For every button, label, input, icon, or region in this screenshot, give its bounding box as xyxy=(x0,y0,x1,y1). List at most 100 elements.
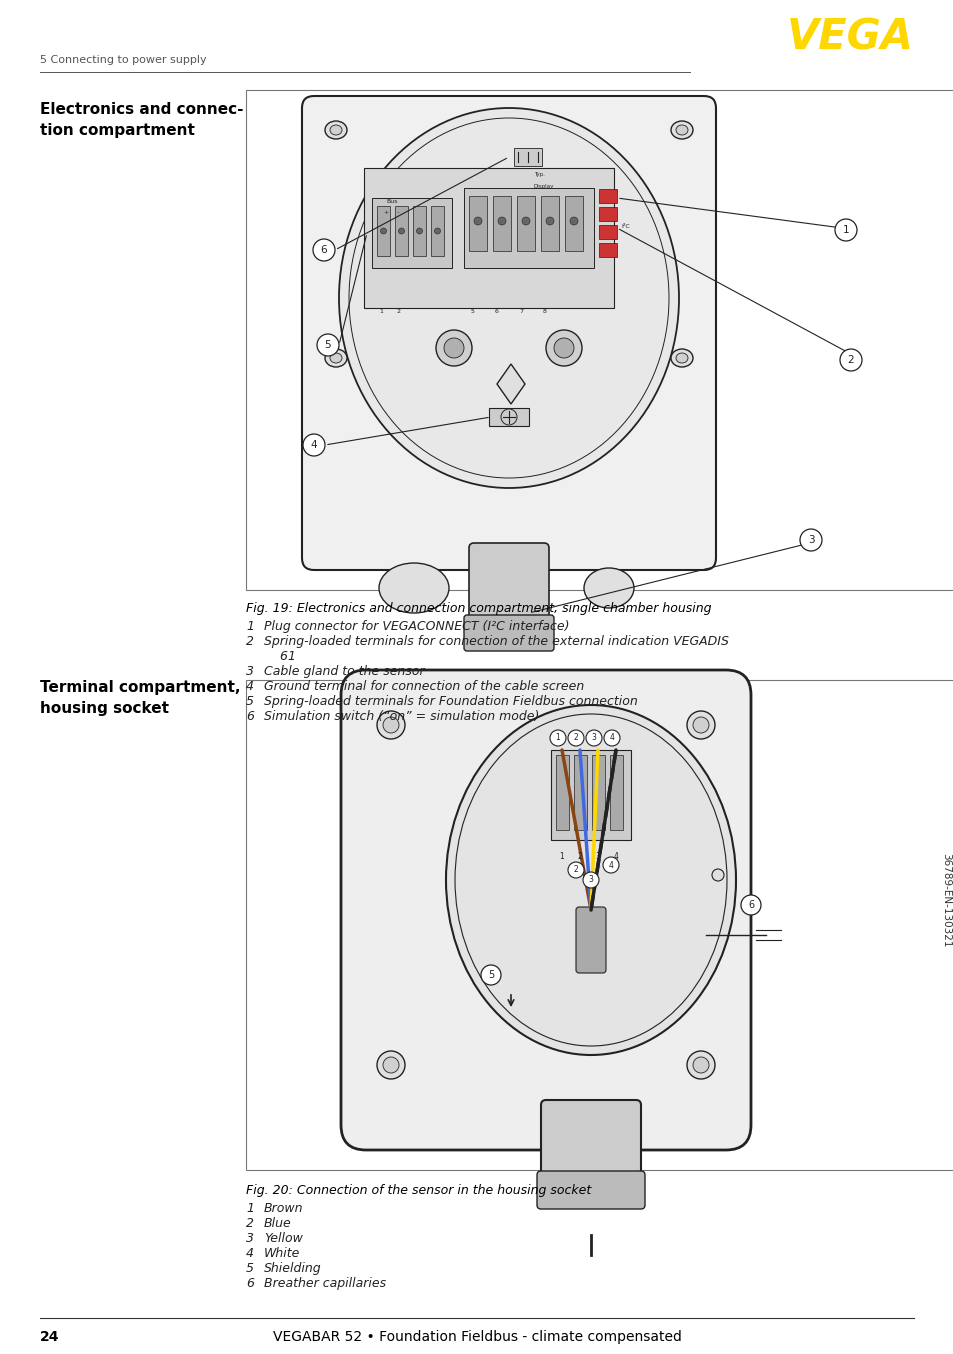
Ellipse shape xyxy=(378,563,449,613)
Text: 3: 3 xyxy=(591,734,596,742)
Bar xyxy=(493,196,511,250)
Bar xyxy=(598,190,617,203)
Circle shape xyxy=(500,409,517,425)
Bar xyxy=(489,408,529,427)
Text: 36789-EN-130321: 36789-EN-130321 xyxy=(940,853,950,948)
Bar xyxy=(463,188,594,268)
Circle shape xyxy=(692,718,708,733)
Text: 4: 4 xyxy=(609,734,614,742)
Text: 6: 6 xyxy=(495,309,498,314)
FancyBboxPatch shape xyxy=(576,907,605,974)
Bar xyxy=(246,89,953,590)
Text: 3: 3 xyxy=(595,852,599,861)
Ellipse shape xyxy=(338,108,679,487)
Text: +    -: + - xyxy=(384,210,399,215)
Ellipse shape xyxy=(676,353,687,363)
Bar xyxy=(551,750,630,839)
Text: Terminal compartment,
housing socket: Terminal compartment, housing socket xyxy=(40,680,240,716)
Text: 3: 3 xyxy=(807,535,814,546)
Text: VEGA: VEGA xyxy=(786,18,913,60)
Text: Breather capillaries: Breather capillaries xyxy=(264,1277,386,1290)
Ellipse shape xyxy=(583,567,634,608)
Circle shape xyxy=(436,330,472,366)
Circle shape xyxy=(480,965,500,984)
Text: 2: 2 xyxy=(396,309,400,314)
Text: 2: 2 xyxy=(246,635,253,649)
FancyBboxPatch shape xyxy=(469,543,548,634)
Text: Plug connector for VEGACONNECT (I²C interface): Plug connector for VEGACONNECT (I²C inte… xyxy=(264,620,569,634)
Circle shape xyxy=(740,895,760,915)
Bar xyxy=(376,206,390,256)
Circle shape xyxy=(416,227,422,234)
Text: Bus: Bus xyxy=(386,199,397,204)
Text: 7: 7 xyxy=(518,309,522,314)
Bar xyxy=(413,206,426,256)
Text: 4: 4 xyxy=(246,1247,253,1261)
Text: 1: 1 xyxy=(378,309,382,314)
Text: Display: Display xyxy=(534,184,554,190)
Text: 1: 1 xyxy=(841,225,848,236)
Text: Brown: Brown xyxy=(264,1202,303,1215)
Bar xyxy=(372,198,452,268)
Text: Yellow: Yellow xyxy=(264,1232,302,1244)
Bar xyxy=(609,756,622,830)
Circle shape xyxy=(692,1057,708,1072)
Circle shape xyxy=(567,730,583,746)
FancyBboxPatch shape xyxy=(537,1171,644,1209)
Circle shape xyxy=(382,718,398,733)
Circle shape xyxy=(567,862,583,877)
Circle shape xyxy=(686,711,714,739)
Circle shape xyxy=(376,1051,405,1079)
Circle shape xyxy=(545,330,581,366)
Text: 2: 2 xyxy=(246,1217,253,1229)
Circle shape xyxy=(582,872,598,888)
Text: Blue: Blue xyxy=(264,1217,292,1229)
Circle shape xyxy=(834,219,856,241)
Circle shape xyxy=(382,1057,398,1072)
Circle shape xyxy=(545,217,554,225)
Text: White: White xyxy=(264,1247,300,1261)
Bar xyxy=(514,148,541,167)
Text: Cable gland to the sensor: Cable gland to the sensor xyxy=(264,665,424,678)
Circle shape xyxy=(686,1051,714,1079)
Text: 5 Connecting to power supply: 5 Connecting to power supply xyxy=(40,56,207,65)
Circle shape xyxy=(316,334,338,356)
Circle shape xyxy=(376,711,405,739)
Circle shape xyxy=(398,227,404,234)
Bar xyxy=(556,756,568,830)
Text: 6: 6 xyxy=(246,1277,253,1290)
Text: Simulation switch (“on” = simulation mode): Simulation switch (“on” = simulation mod… xyxy=(264,709,538,723)
Text: 2: 2 xyxy=(847,355,854,366)
Circle shape xyxy=(569,217,578,225)
Bar xyxy=(598,225,617,240)
Circle shape xyxy=(521,217,530,225)
Text: Spring-loaded terminals for connection of the external indication VEGADIS
    61: Spring-loaded terminals for connection o… xyxy=(264,635,728,663)
FancyBboxPatch shape xyxy=(463,615,554,651)
Text: 4: 4 xyxy=(311,440,317,450)
FancyBboxPatch shape xyxy=(302,96,716,570)
Circle shape xyxy=(497,217,505,225)
Text: 2: 2 xyxy=(577,852,581,861)
Text: I²C: I²C xyxy=(620,223,629,229)
Bar xyxy=(517,196,535,250)
Circle shape xyxy=(303,435,325,456)
Text: 1: 1 xyxy=(246,620,253,634)
Text: Spring-loaded terminals for Foundation Fieldbus connection: Spring-loaded terminals for Foundation F… xyxy=(264,695,638,708)
Text: 6: 6 xyxy=(747,900,753,910)
Text: 4: 4 xyxy=(608,861,613,869)
Circle shape xyxy=(603,730,619,746)
Text: Ground terminal for connection of the cable screen: Ground terminal for connection of the ca… xyxy=(264,680,583,693)
Bar xyxy=(592,756,604,830)
Text: 8: 8 xyxy=(542,309,546,314)
Text: 3: 3 xyxy=(588,876,593,884)
Text: 4: 4 xyxy=(613,852,618,861)
Bar xyxy=(395,206,408,256)
Bar xyxy=(246,680,953,1170)
Text: 3: 3 xyxy=(246,1232,253,1244)
Ellipse shape xyxy=(330,353,341,363)
Text: 5: 5 xyxy=(246,1262,253,1275)
Text: 6: 6 xyxy=(320,245,327,255)
Circle shape xyxy=(380,227,386,234)
Text: 1: 1 xyxy=(246,1202,253,1215)
Text: 5: 5 xyxy=(246,695,253,708)
